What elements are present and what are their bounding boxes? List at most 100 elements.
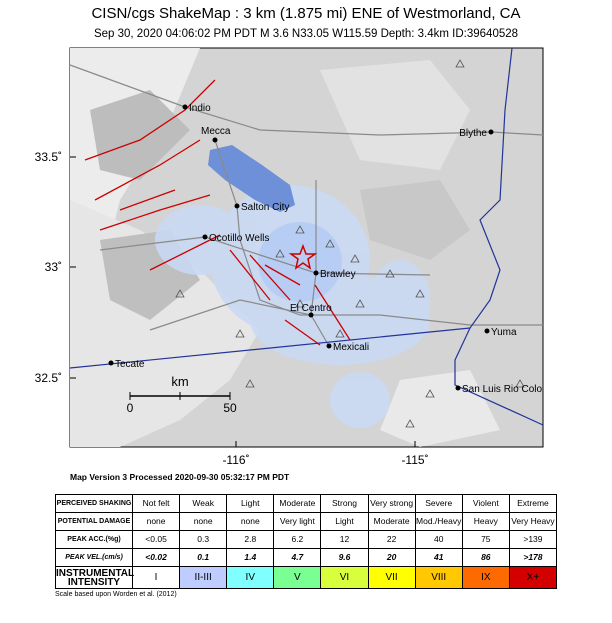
legend-cell: 6.2 (273, 530, 322, 549)
city-label: Mecca (201, 126, 231, 137)
legend-cell: 12 (320, 530, 369, 549)
salton-sea (208, 145, 295, 212)
legend-cell: 9.6 (320, 548, 369, 567)
border (454, 47, 544, 426)
city-dot (212, 137, 218, 143)
city-label: Tecate (115, 359, 145, 370)
scale-note: Scale based upon Worden et al. (2012) (55, 591, 177, 598)
legend-cell: Moderate (367, 512, 416, 531)
intensity-legend: PERCEIVED SHAKING Not felt Weak Light Modera… (55, 494, 558, 589)
lon-label: -115˚ (401, 453, 428, 467)
legend-cell: 0.3 (179, 530, 228, 549)
legend-cell: V (273, 566, 322, 589)
legend-row: INSTRUMENTAL INTENSITY I II-III IV V VI VII VII… (55, 566, 558, 589)
legend-cell: Light (320, 512, 369, 531)
title: CISN/cgs ShakeMap : 3 km (1.875 mi) ENE … (91, 5, 520, 22)
legend-cell: <0.02 (131, 548, 181, 567)
city-label: Indio (189, 103, 211, 114)
city-dot (308, 312, 314, 318)
legend-cell: 2.8 (226, 530, 275, 549)
scale-label: 0 (127, 401, 134, 415)
legend-cell: 20 (367, 548, 416, 567)
epicenter (288, 243, 318, 270)
legend-cell: <0.05 (131, 530, 181, 549)
legend-row: PEAK VEL.(cm/s) <0.02 0.1 1.4 4.7 9.6 20 41 86 >1… (55, 548, 558, 567)
city-label: San Luis Rio Colo (462, 384, 542, 395)
legend-cell: IX (461, 566, 510, 589)
lat-label: 32.5˚ (35, 371, 62, 385)
legend-cell: >139 (508, 530, 558, 549)
row-header: PEAK VEL.(cm/s) (55, 548, 133, 567)
legend-cell: Moderate (273, 494, 322, 513)
city-label: Brawley (320, 269, 356, 280)
legend-cell: I (131, 566, 181, 589)
legend-cell: Very light (273, 512, 322, 531)
city-dot (108, 360, 114, 366)
city-dot (488, 129, 494, 135)
city-dot (326, 343, 332, 349)
lon-label: -116˚ (222, 453, 249, 467)
city-dot (455, 385, 461, 391)
legend-cell: Not felt (131, 494, 181, 513)
city-label: Blythe (459, 128, 487, 139)
stations (175, 59, 525, 428)
city-dot (202, 234, 208, 240)
city-label: El Centro (290, 303, 332, 314)
legend-row: PEAK ACC.(%g) <0.05 0.3 2.8 6.2 12 22 40 75 >139 (55, 530, 558, 549)
city-dot (182, 104, 188, 110)
legend-cell: none (226, 512, 275, 531)
legend-cell: 1.4 (226, 548, 275, 567)
legend-row: PERCEIVED SHAKING Not felt Weak Light Modera… (55, 494, 558, 513)
city-label: Ocotillo Wells (209, 233, 269, 244)
legend-cell: Weak (179, 494, 228, 513)
city-label: Salton City (241, 202, 289, 213)
scale-unit: km (171, 374, 188, 389)
legend-cell: 22 (367, 530, 416, 549)
processing-note: Map Version 3 Processed 2020-09-30 05:32… (70, 472, 290, 482)
row-header: PEAK ACC.(%g) (55, 530, 133, 549)
row-header: INSTRUMENTAL INTENSITY (55, 566, 135, 589)
terrain (360, 180, 470, 260)
legend-cell: none (179, 512, 228, 531)
legend-cell: II-III (179, 566, 228, 589)
city-dot (313, 270, 319, 276)
legend-cell: Extreme (508, 494, 558, 513)
legend-cell: 40 (414, 530, 463, 549)
terrain (380, 370, 500, 447)
legend-cell: 41 (414, 548, 463, 567)
legend-cell: Very Heavy (508, 512, 558, 531)
legend-cell: VIII (414, 566, 463, 589)
legend-cell: 4.7 (273, 548, 322, 567)
row-header: POTENTIAL DAMAGE (55, 512, 133, 531)
subtitle: Sep 30, 2020 04:06:02 PM PDT M 3.6 N33.0… (94, 28, 518, 40)
legend-row: POTENTIAL DAMAGE none none none Very light Li… (55, 512, 558, 531)
terrain (320, 60, 470, 170)
legend-cell: Light (226, 494, 275, 513)
legend-cell: Severe (414, 494, 463, 513)
legend-cell: 75 (461, 530, 510, 549)
border (69, 327, 471, 369)
legend-cell: Strong (320, 494, 369, 513)
legend-cell: Very strong (367, 494, 416, 513)
legend-cell: VI (320, 566, 369, 589)
legend-cell: >178 (508, 548, 558, 567)
legend-cell: VII (367, 566, 416, 589)
legend-cell: X+ (508, 566, 558, 589)
city-label: Yuma (491, 327, 517, 338)
lat-label: 33.5˚ (35, 150, 62, 164)
terrain (90, 90, 190, 180)
legend-cell: Violent (461, 494, 510, 513)
legend-cell: IV (226, 566, 275, 589)
city-dot (484, 328, 490, 334)
intensity-area (258, 222, 342, 302)
city-dot (234, 203, 240, 209)
row-header: PERCEIVED SHAKING (55, 494, 133, 513)
legend-cell: none (131, 512, 181, 531)
lat-label: 33˚ (45, 260, 62, 274)
legend-cell: 0.1 (179, 548, 228, 567)
legend-cell: Mod./Heavy (414, 512, 463, 531)
legend-cell: Heavy (461, 512, 510, 531)
legend-cell: 86 (461, 548, 510, 567)
scale-label: 50 (223, 401, 237, 415)
